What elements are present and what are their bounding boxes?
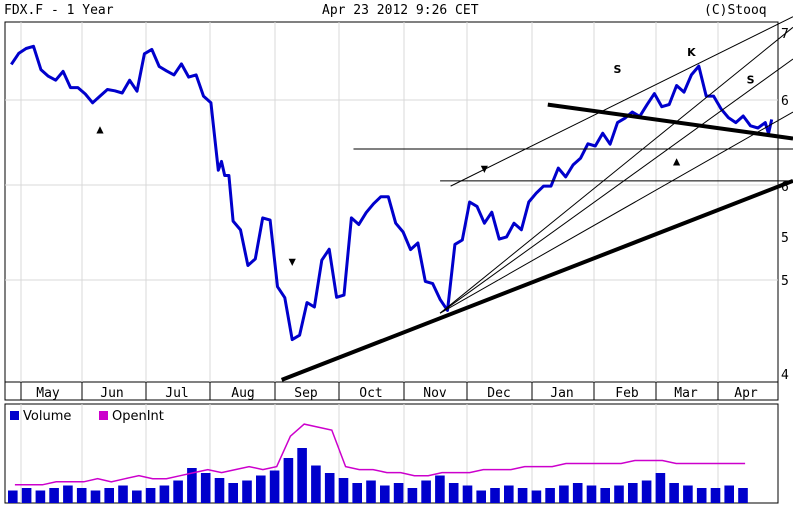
volume-bar	[393, 483, 404, 503]
volume-bar	[269, 470, 280, 503]
x-tick-label: Nov	[423, 386, 447, 401]
pattern-annotation: S	[747, 73, 755, 86]
volume-bar	[614, 485, 624, 503]
volume-bar	[76, 488, 87, 503]
volume-bar	[696, 488, 707, 503]
x-tick-label: Dec	[487, 386, 510, 401]
volume-bar	[380, 485, 390, 503]
volume-legend-swatch	[10, 411, 19, 420]
volume-bar	[8, 490, 18, 503]
volume-bar	[242, 480, 252, 503]
volume-bar	[435, 475, 445, 503]
volume-bar	[21, 488, 32, 503]
volume-legend: Volume OpenInt	[10, 409, 164, 424]
volume-bar	[724, 485, 734, 503]
chart-copyright: (C)Stooq	[704, 3, 767, 18]
volume-legend-label: Volume	[23, 409, 71, 424]
volume-bar	[283, 458, 294, 503]
x-tick-label: Feb	[615, 386, 639, 401]
x-tick-label: Jan	[550, 386, 573, 401]
y-tick-label: 7	[781, 27, 789, 42]
trendline-4	[439, 58, 793, 314]
volume-bar	[214, 478, 225, 503]
volume-bar	[586, 485, 597, 503]
x-tick-label: Oct	[359, 386, 382, 401]
volume-bar	[407, 488, 418, 503]
volume-bar	[476, 490, 486, 503]
volume-bar	[600, 488, 610, 503]
x-tick-label: May	[36, 386, 60, 401]
openint-legend-swatch	[99, 411, 108, 420]
chart-timestamp: Apr 23 2012 9:26 CET	[322, 3, 479, 18]
volume-bar	[104, 488, 114, 503]
y-tick-label: 6	[781, 94, 789, 109]
volume-bar	[421, 480, 431, 503]
x-tick-label: Apr	[734, 386, 758, 401]
openint-legend-label: OpenInt	[112, 409, 164, 424]
trendline-1	[280, 178, 793, 382]
volume-bar	[448, 483, 459, 503]
x-tick-label: Sep	[294, 386, 318, 401]
volume-bar	[545, 488, 555, 503]
volume-bar	[228, 483, 238, 503]
y-tick-label: 6	[781, 180, 789, 195]
x-axis-band	[4, 381, 779, 401]
volume-bar	[655, 473, 666, 503]
y-tick-label: 5	[781, 231, 789, 246]
x-tick-label: Mar	[674, 386, 698, 401]
volume-bar	[145, 488, 156, 503]
price-plot-frame	[4, 21, 779, 383]
volume-bar	[297, 448, 307, 503]
openint-series-line	[14, 423, 746, 486]
trendline-6	[450, 16, 793, 187]
volume-bar	[49, 488, 59, 503]
trendline-5	[439, 111, 793, 314]
volume-bar	[159, 485, 170, 503]
volume-bar	[366, 480, 376, 503]
volume-bar	[559, 485, 569, 503]
volume-bar	[628, 483, 638, 503]
volume-bar	[738, 488, 748, 503]
volume-bar	[517, 488, 528, 503]
volume-bar	[200, 473, 211, 503]
signal-marker: ▼	[481, 161, 489, 175]
signal-marker: ▲	[673, 154, 681, 168]
volume-bar	[641, 480, 652, 503]
volume-bar	[311, 465, 321, 503]
volume-bar	[256, 475, 266, 503]
signal-marker: ▼	[289, 255, 297, 269]
volume-bar	[90, 490, 101, 503]
pattern-annotation: S	[614, 63, 622, 76]
volume-bar	[35, 490, 46, 503]
y-tick-label: 5	[781, 274, 789, 289]
trendline-2	[547, 102, 793, 141]
signal-marker: ▲	[96, 122, 104, 136]
volume-bar	[132, 490, 142, 503]
volume-bar	[324, 473, 335, 503]
volume-bar	[683, 485, 693, 503]
volume-bar	[490, 488, 500, 503]
volume-bar	[572, 483, 583, 503]
volume-bar	[710, 488, 721, 503]
volume-bar	[338, 478, 349, 503]
x-tick-label: Jul	[165, 386, 188, 401]
price-series-line	[10, 44, 774, 342]
volume-bar	[352, 483, 362, 503]
volume-bar	[173, 480, 183, 503]
chart-title: FDX.F - 1 Year	[4, 3, 114, 18]
volume-bar	[462, 485, 473, 503]
volume-bar	[531, 490, 542, 503]
volume-bar	[118, 485, 128, 503]
volume-bar	[669, 483, 679, 503]
volume-bar	[63, 485, 73, 503]
y-tick-label: 4	[781, 368, 789, 383]
volume-bar	[187, 468, 197, 503]
x-tick-label: Aug	[231, 386, 254, 401]
trendline-3	[439, 26, 793, 314]
x-tick-label: Jun	[100, 386, 123, 401]
volume-bar	[504, 485, 514, 503]
pattern-annotation: K	[687, 46, 696, 59]
